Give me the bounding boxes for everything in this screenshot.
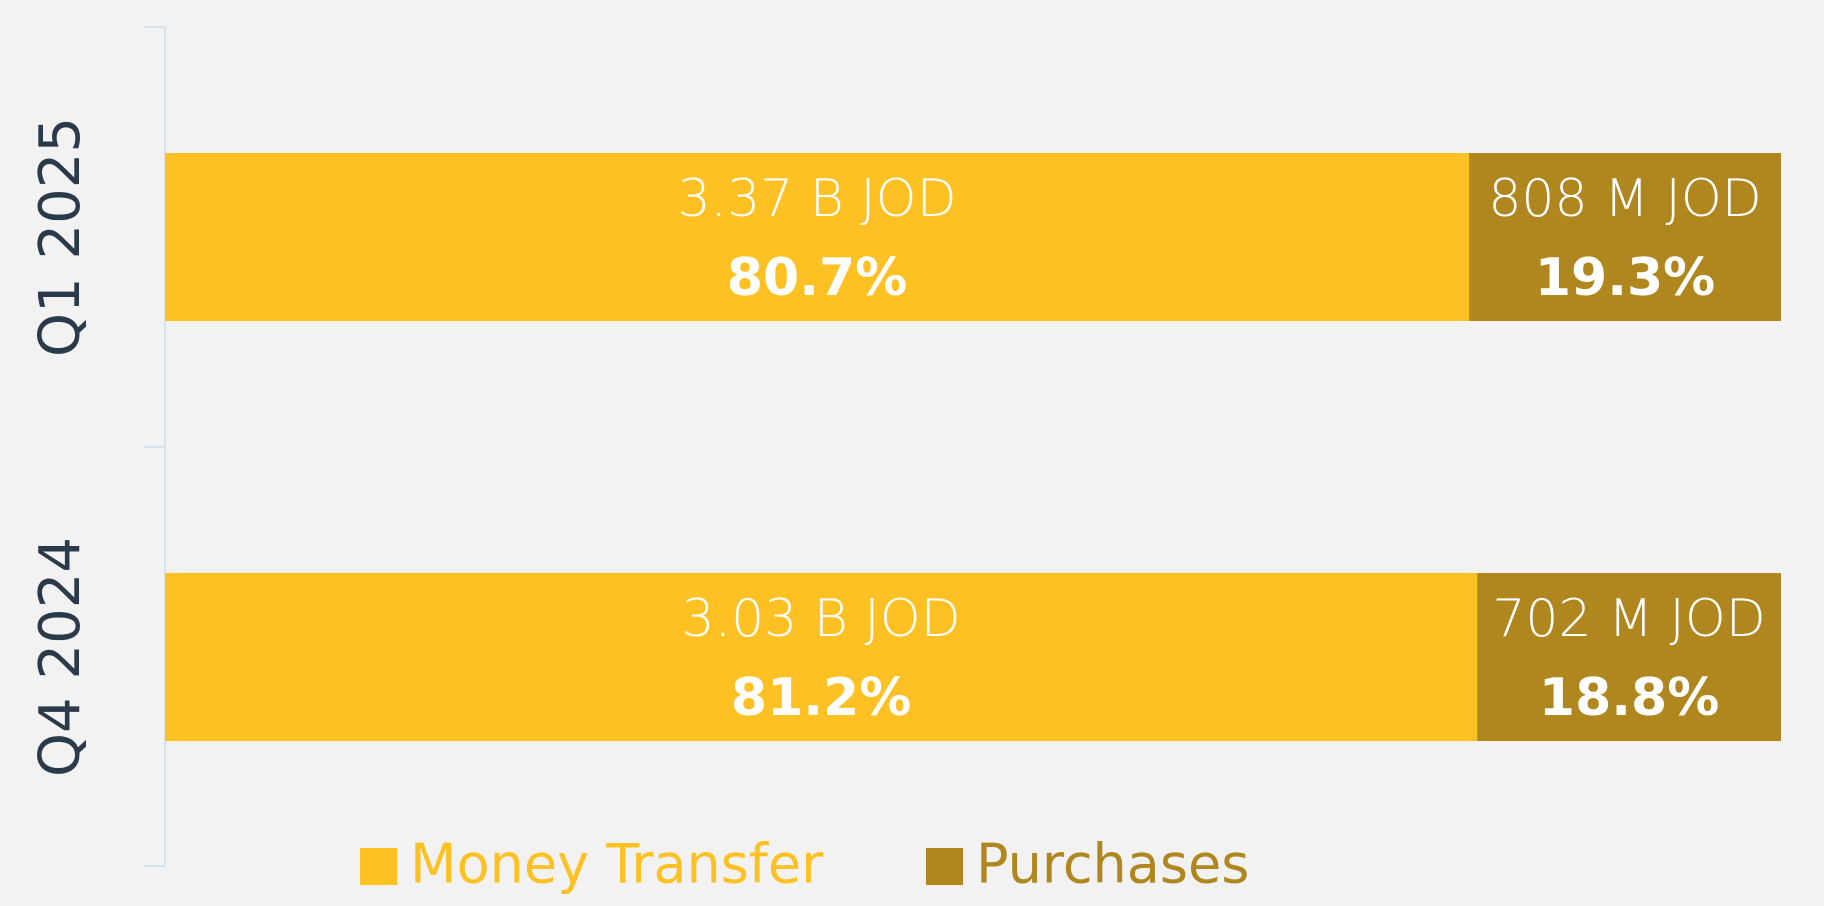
value-label: 81.2%	[731, 668, 911, 728]
category-label: Q4 2024	[28, 537, 93, 777]
amount-label: 808 M JOD	[1488, 169, 1761, 229]
amount-label: 702 M JOD	[1492, 589, 1765, 649]
bar-segment	[1477, 573, 1781, 741]
legend-label: Purchases	[976, 833, 1249, 896]
bar-segment	[165, 153, 1470, 321]
legend-swatch	[926, 848, 963, 885]
amount-label: 3.37 B JOD	[677, 169, 956, 229]
value-label: 19.3%	[1535, 248, 1715, 308]
amount-label: 3.03 B JOD	[681, 589, 960, 649]
value-label: 18.8%	[1539, 668, 1719, 728]
bar-segment	[165, 573, 1478, 741]
category-label: Q1 2025	[28, 117, 93, 357]
legend-label: Money Transfer	[410, 833, 824, 896]
bar-segment	[1469, 153, 1781, 321]
legend-swatch	[360, 848, 397, 885]
value-label: 80.7%	[727, 248, 907, 308]
